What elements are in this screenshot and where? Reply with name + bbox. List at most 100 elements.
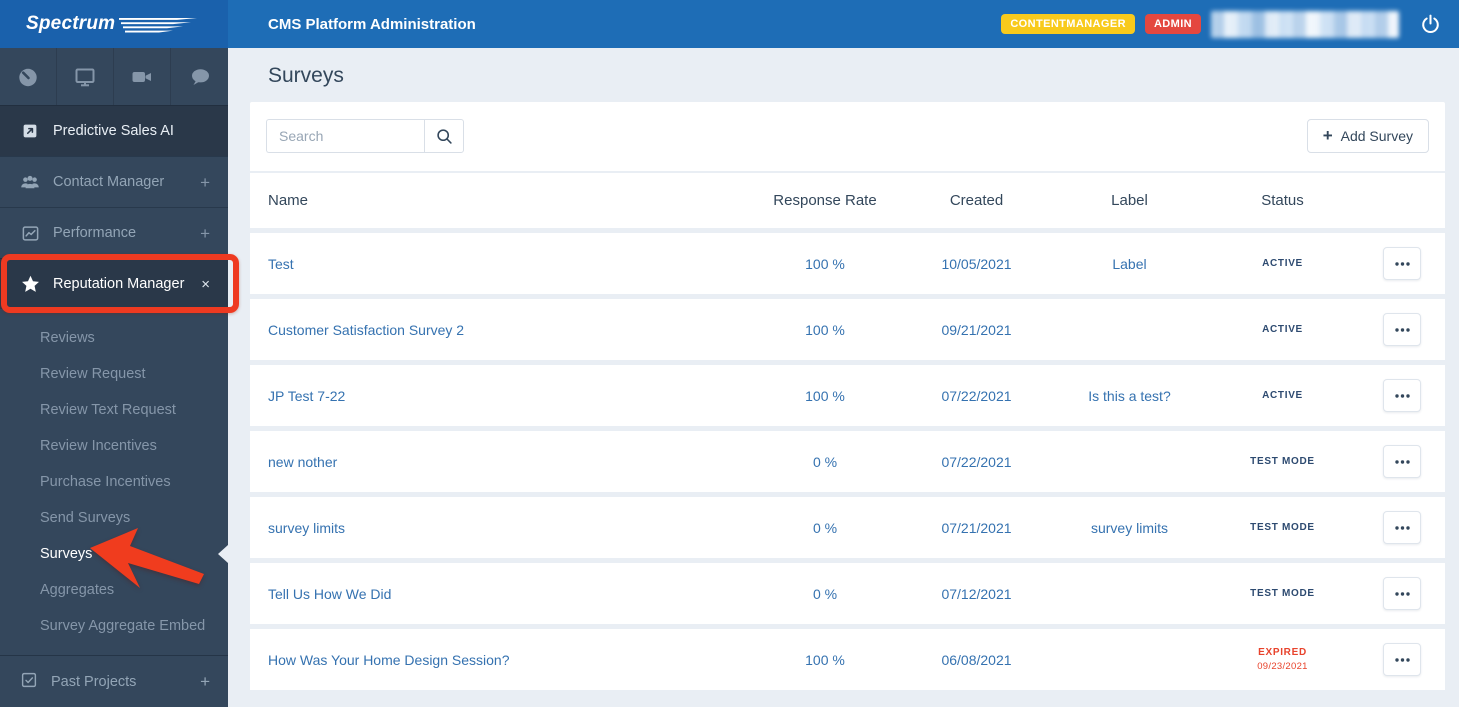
sidebar-subitem-surveys[interactable]: Surveys (0, 536, 228, 572)
add-survey-label: Add Survey (1340, 128, 1413, 144)
table-row: new nother 0 % 07/22/2021 TEST MODE (250, 431, 1445, 492)
checkbox-icon (20, 671, 38, 693)
logout-button[interactable] (1417, 11, 1444, 38)
topbar-right: CONTENTMANAGER ADMIN (1001, 10, 1444, 38)
created-cell: 09/21/2021 (941, 321, 1012, 338)
sidebar-item-reputation-manager[interactable]: Reputation Manager × (0, 254, 239, 313)
page-title: Surveys (268, 64, 344, 87)
survey-name-link[interactable]: Customer Satisfaction Survey 2 (268, 321, 465, 338)
row-actions-button[interactable] (1383, 445, 1421, 478)
table-row: Test 100 % 10/05/2021 Label ACTIVE (250, 233, 1445, 294)
sidebar-submenu: Reviews Review Request Review Text Reque… (0, 309, 228, 654)
monitor-tab[interactable] (57, 48, 114, 105)
label-cell: Is this a test? (1088, 387, 1171, 404)
table-row: Tell Us How We Did 0 % 07/12/2021 TEST M… (250, 563, 1445, 624)
role-badge-contentmanager: CONTENTMANAGER (1001, 14, 1135, 34)
brand-logo-text: Spectrum (26, 13, 116, 34)
created-cell: 10/05/2021 (941, 255, 1012, 272)
created-cell: 07/12/2021 (941, 585, 1012, 602)
survey-name-link[interactable]: Tell Us How We Did (268, 585, 392, 602)
status-cell: EXPIRED 09/23/2021 (1206, 647, 1359, 672)
row-actions-button[interactable] (1383, 511, 1421, 544)
status-badge: ACTIVE (1262, 324, 1303, 335)
status-cell: TEST MODE (1206, 456, 1359, 467)
video-tab[interactable] (114, 48, 171, 105)
expand-plus-icon[interactable]: + (200, 223, 210, 243)
sidebar-subitem-review-incentives[interactable]: Review Incentives (40, 438, 157, 454)
sidebar-icon-tabs (0, 48, 228, 105)
external-link-icon (20, 122, 40, 140)
row-actions-button[interactable] (1383, 313, 1421, 346)
survey-name-link[interactable]: survey limits (268, 519, 346, 536)
survey-name-link[interactable]: Test (268, 255, 294, 272)
chat-tab[interactable] (171, 48, 228, 105)
response-rate-cell: 100 % (805, 651, 845, 668)
response-rate-cell: 0 % (812, 453, 838, 470)
table-body: Test 100 % 10/05/2021 Label ACTIVE Custo… (250, 228, 1445, 707)
table-row: survey limits 0 % 07/21/2021 survey limi… (250, 497, 1445, 558)
gauge-tab[interactable] (0, 48, 57, 105)
ellipsis-icon (1394, 327, 1410, 332)
status-badge: ACTIVE (1262, 258, 1303, 269)
sidebar-subitem-reviews[interactable]: Reviews (40, 330, 95, 346)
chat-bubble-icon (191, 68, 209, 85)
status-cell: TEST MODE (1206, 588, 1359, 599)
user-name-redacted (1211, 10, 1399, 38)
response-rate-cell: 0 % (812, 519, 838, 536)
response-rate-cell: 100 % (805, 321, 845, 338)
status-cell: ACTIVE (1206, 258, 1359, 269)
created-cell: 07/22/2021 (941, 387, 1012, 404)
brand-logo: Spectrum (0, 0, 228, 48)
sidebar-item-label: Performance (53, 225, 137, 241)
app-title: CMS Platform Administration (268, 15, 476, 33)
response-rate-cell: 0 % (812, 585, 838, 602)
status-badge: EXPIRED (1258, 647, 1307, 658)
sidebar-item-contact-manager[interactable]: Contact Manager + (0, 156, 228, 207)
sidebar-item-label: Predictive Sales AI (53, 123, 174, 139)
survey-name-link[interactable]: JP Test 7-22 (268, 387, 346, 404)
label-cell: Label (1112, 255, 1147, 272)
sidebar: Spectrum (0, 0, 239, 707)
ellipsis-icon (1394, 525, 1410, 530)
survey-name-link[interactable]: How Was Your Home Design Session? (268, 651, 510, 668)
column-header-response-rate: Response Rate (773, 192, 877, 209)
sidebar-item-predictive-sales-ai[interactable]: Predictive Sales AI (0, 105, 228, 156)
sidebar-subitem-purchase-incentives[interactable]: Purchase Incentives (40, 474, 171, 490)
ellipsis-icon (1394, 459, 1410, 464)
row-actions-button[interactable] (1383, 247, 1421, 280)
sidebar-subitem-survey-aggregate-embed[interactable]: Survey Aggregate Embed (40, 618, 206, 634)
sidebar-item-label: Reputation Manager (53, 276, 185, 292)
topbar: CMS Platform Administration CONTENTMANAG… (228, 0, 1459, 48)
page-content: Surveys + Add Survey (228, 48, 1459, 707)
status-badge: TEST MODE (1250, 588, 1315, 599)
plus-icon: + (1322, 125, 1333, 145)
sidebar-subitem-review-text-request[interactable]: Review Text Request (40, 402, 176, 418)
sidebar-subitem-send-surveys[interactable]: Send Surveys (40, 510, 131, 526)
created-cell: 07/21/2021 (941, 519, 1012, 536)
add-survey-button[interactable]: + Add Survey (1306, 119, 1429, 153)
search-input[interactable] (266, 119, 424, 153)
ellipsis-icon (1394, 591, 1410, 596)
collapse-x-icon[interactable]: × (201, 275, 210, 293)
column-header-created: Created (949, 192, 1004, 209)
sidebar-subitem-review-request[interactable]: Review Request (40, 366, 146, 382)
ellipsis-icon (1394, 393, 1410, 398)
sidebar-item-past-projects[interactable]: Past Projects + (0, 655, 228, 707)
created-cell: 06/08/2021 (941, 651, 1012, 668)
row-actions-button[interactable] (1383, 577, 1421, 610)
ellipsis-icon (1394, 657, 1410, 662)
sidebar-menu: Predictive Sales AI Contact Manager + (0, 105, 239, 313)
brand-swoosh-icon (119, 17, 198, 32)
sidebar-item-performance[interactable]: Performance + (0, 207, 228, 258)
status-cell: ACTIVE (1206, 324, 1359, 335)
row-actions-button[interactable] (1383, 379, 1421, 412)
sidebar-subitem-aggregates[interactable]: Aggregates (40, 582, 115, 598)
expand-plus-icon[interactable]: + (200, 172, 210, 192)
expand-plus-icon[interactable]: + (200, 671, 210, 691)
search-button[interactable] (424, 119, 464, 153)
survey-name-link[interactable]: new nother (268, 453, 338, 470)
row-actions-button[interactable] (1383, 643, 1421, 676)
table-header: Name Response Rate Created Label Status (250, 173, 1445, 228)
search-group (266, 119, 464, 153)
